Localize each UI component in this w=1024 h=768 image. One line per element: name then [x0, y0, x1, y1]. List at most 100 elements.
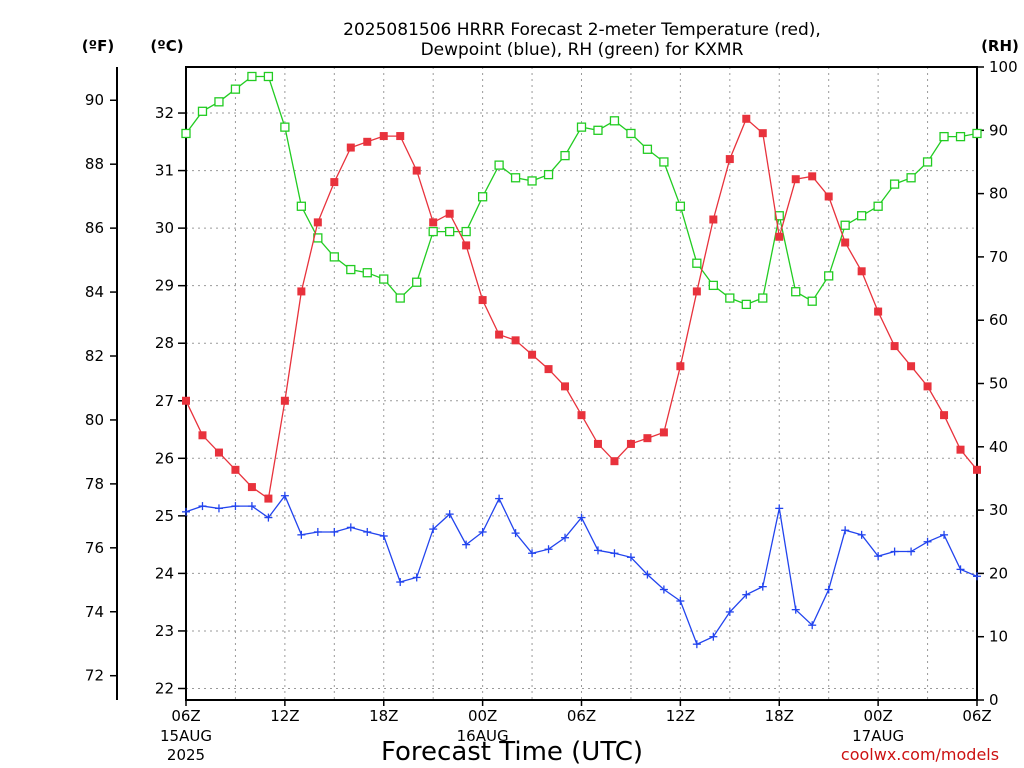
- fahrenheit-tick-label: 82: [85, 347, 104, 365]
- temperature-point: [890, 342, 899, 351]
- dewpoint-point: [247, 502, 256, 511]
- rh-point: [329, 252, 339, 262]
- dewpoint-point: [429, 525, 438, 534]
- temperature-point: [198, 431, 207, 440]
- dewpoint-point: [478, 527, 487, 536]
- dewpoint-point: [182, 507, 190, 516]
- rh-point: [395, 293, 405, 303]
- celsius-tick-label: 30: [155, 219, 174, 237]
- temperature-point: [643, 434, 652, 443]
- rh-point: [725, 293, 735, 303]
- rh-point: [972, 128, 982, 139]
- dewpoint-point: [775, 504, 784, 513]
- temperature-point: [593, 439, 602, 448]
- rh-point: [543, 169, 554, 180]
- rh-point: [494, 160, 504, 170]
- x-year-label: 2025: [167, 746, 205, 764]
- temperature-point: [363, 137, 372, 146]
- rh-point: [214, 97, 224, 107]
- rh-point: [230, 84, 241, 94]
- rh-tick-label: 20: [989, 564, 1008, 582]
- temperature-point: [676, 362, 685, 371]
- rh-point: [939, 131, 949, 142]
- dewpoint-point: [940, 530, 949, 539]
- rh-point: [856, 211, 867, 221]
- temperature-point: [495, 330, 504, 339]
- rh-point: [807, 296, 817, 306]
- chart-title-line2: Dewpoint (blue), RH (green) for KXMR: [421, 40, 744, 60]
- celsius-tick-label: 31: [155, 162, 174, 180]
- temperature-point: [264, 494, 273, 503]
- rh-point: [477, 192, 488, 202]
- temperature-point: [462, 241, 471, 250]
- temperature-point: [577, 411, 586, 420]
- temperature-point: [231, 465, 240, 474]
- x-axis-label: Forecast Time (UTC): [381, 737, 643, 767]
- rh-point: [280, 122, 290, 132]
- temperature-point: [709, 215, 718, 224]
- plot-frame: [185, 66, 978, 701]
- dewpoint-point: [610, 549, 619, 558]
- temperature-point: [808, 172, 817, 181]
- credit-text: coolwx.com/models: [841, 745, 999, 764]
- celsius-tick-label: 25: [155, 507, 174, 525]
- temperature-point: [561, 382, 570, 391]
- dewpoint-point: [544, 545, 553, 554]
- rh-point: [758, 293, 768, 303]
- temperature-point: [742, 114, 751, 123]
- rh-tick-label: 0: [989, 691, 999, 709]
- dewpoint-point: [593, 546, 602, 555]
- rh-point: [527, 176, 537, 186]
- x-tick-label: 06Z: [962, 707, 991, 725]
- temperature-point: [313, 218, 322, 227]
- dewpoint-point: [956, 565, 965, 574]
- rh-point: [675, 201, 686, 211]
- celsius-tick-label: 23: [155, 622, 174, 640]
- dewpoint-point: [412, 573, 421, 582]
- temperature-point: [297, 287, 306, 296]
- fahrenheit-tick-label: 90: [85, 91, 104, 109]
- rh-point: [626, 128, 636, 139]
- temperature-point: [445, 209, 454, 218]
- dewpoint-point: [330, 527, 339, 536]
- dewpoint-point: [890, 547, 899, 556]
- dewpoint-point: [198, 502, 207, 511]
- dewpoint-point: [824, 585, 833, 594]
- dewpoint-point: [626, 553, 635, 562]
- temperature-point: [280, 396, 289, 405]
- rh-tick-label: 90: [989, 121, 1008, 139]
- rh-point: [791, 287, 801, 297]
- fahrenheit-tick-label: 76: [85, 539, 104, 557]
- dewpoint-point: [659, 585, 668, 594]
- dewpoint-point: [758, 582, 767, 591]
- dewpoint-point: [561, 533, 570, 542]
- temperature-point: [923, 382, 932, 391]
- dewpoint-point: [495, 494, 504, 503]
- temperature-point: [874, 307, 883, 316]
- celsius-tick-label: 28: [155, 334, 174, 352]
- rh-point: [774, 211, 784, 221]
- rh-point: [412, 277, 422, 287]
- rh-tick-label: 40: [989, 438, 1008, 456]
- chart-title-line1: 2025081506 HRRR Forecast 2-meter Tempera…: [343, 20, 821, 40]
- temperature-point: [346, 143, 355, 152]
- dewpoint-point: [643, 570, 652, 579]
- x-date-label: 17AUG: [852, 727, 904, 745]
- rh-point: [346, 264, 356, 275]
- x-tick-label: 00Z: [468, 707, 497, 725]
- dewpoint-point: [462, 540, 471, 549]
- x-tick-label: 18Z: [765, 707, 794, 725]
- rh-tick-label: 60: [989, 311, 1008, 329]
- celsius-tick-label: 22: [155, 679, 174, 697]
- x-date-label: 15AUG: [160, 727, 212, 745]
- dewpoint-point: [346, 523, 355, 532]
- dewpoint-point: [511, 529, 520, 538]
- dewpoint-point: [214, 504, 223, 513]
- temperature-point: [956, 445, 965, 454]
- x-tick-label: 06Z: [567, 707, 596, 725]
- temperature-point: [214, 448, 223, 457]
- dewpoint-point: [280, 491, 289, 500]
- dewpoint-point: [874, 552, 883, 561]
- dewpoint-point: [973, 572, 981, 581]
- dewpoint-point: [264, 513, 273, 522]
